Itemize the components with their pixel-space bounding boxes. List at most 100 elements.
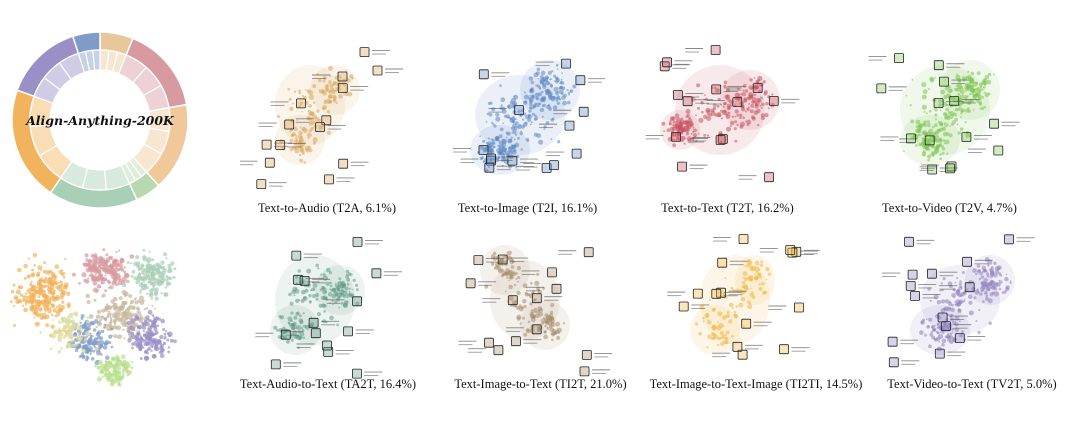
overview-point	[127, 320, 131, 325]
scatter-point	[543, 128, 546, 131]
scatter-point	[964, 298, 966, 301]
scatter-point	[981, 265, 986, 270]
scatter-point	[980, 289, 984, 293]
scatter-point	[942, 139, 946, 142]
annotation-box	[785, 245, 796, 255]
annotation-box	[876, 83, 887, 94]
scatter-point	[690, 132, 693, 135]
scatter-point	[484, 284, 489, 289]
scatter-point	[706, 346, 709, 349]
overview-point	[68, 328, 72, 332]
scatter-point	[508, 295, 514, 301]
overview-point	[139, 357, 143, 360]
scatter-point	[557, 331, 560, 334]
overview-point	[166, 283, 169, 287]
annotation-box	[677, 161, 687, 172]
overview-point	[43, 299, 47, 303]
scatter-point	[975, 272, 978, 276]
scatter-point	[704, 312, 710, 318]
scatter-point	[563, 93, 567, 98]
overview-point	[98, 343, 103, 349]
scatter-point	[744, 264, 747, 267]
scatter-point	[688, 120, 693, 126]
overview-point	[150, 349, 153, 352]
scatter-point	[755, 79, 760, 84]
overview-point	[30, 298, 35, 302]
scatter-point	[959, 116, 962, 119]
overview-point	[151, 319, 157, 325]
scatter-point	[928, 317, 933, 322]
overview-point	[163, 332, 167, 336]
overview-point	[122, 359, 127, 364]
overview-point	[57, 320, 62, 324]
scatter-point	[287, 87, 290, 91]
overview-point	[139, 300, 145, 305]
overview-point	[105, 342, 108, 346]
scatter-point	[928, 344, 932, 349]
scatter-point	[523, 94, 529, 100]
scatter-point	[529, 312, 534, 317]
scatter-point	[957, 308, 960, 311]
scatter-point	[306, 132, 312, 138]
scatter-point	[335, 101, 338, 105]
scatter-point	[302, 128, 308, 134]
annotation-box	[275, 140, 286, 150]
scatter-point	[993, 273, 998, 278]
scatter-point	[511, 149, 517, 155]
scatter-point	[668, 122, 671, 125]
scatter-point	[972, 85, 975, 88]
scatter-point	[742, 84, 747, 88]
scatter-point	[320, 88, 325, 94]
scatter-point	[748, 102, 751, 105]
scatter-point	[751, 100, 755, 104]
scatter-point	[756, 97, 761, 102]
overview-point	[19, 293, 23, 297]
overview-point	[123, 270, 127, 274]
scatter-point	[528, 76, 533, 81]
overview-point	[67, 333, 73, 339]
scatter-point	[516, 266, 521, 271]
scatter-point	[301, 149, 304, 153]
annotation-box	[264, 157, 275, 168]
annotation-box	[993, 145, 1004, 156]
scatter-point	[293, 294, 296, 297]
scatter-point	[993, 73, 995, 76]
scatter-point	[493, 124, 497, 128]
overview-point	[114, 355, 120, 360]
annotation-box	[561, 58, 571, 69]
scatter-point	[485, 120, 488, 123]
caption-t2v: Text-to-Video (T2V, 4.7%)	[882, 201, 1017, 215]
overview-point	[149, 288, 154, 293]
overview-point	[157, 339, 162, 344]
scatter-point	[925, 112, 928, 115]
scatter-point	[749, 292, 755, 297]
scatter-point	[977, 291, 980, 294]
overview-point	[158, 279, 162, 284]
overview-point	[38, 287, 42, 291]
scatter-point	[697, 106, 700, 110]
overview-point	[166, 332, 170, 335]
scatter-point	[976, 94, 980, 98]
overview-point	[169, 338, 174, 343]
overview-point	[115, 250, 118, 253]
overview-point	[61, 319, 65, 324]
overview-point	[167, 350, 171, 354]
scatter-point	[916, 140, 919, 142]
scatter-point	[976, 269, 981, 274]
overview-point	[91, 322, 95, 325]
annotation-box	[343, 326, 353, 337]
scatter-point	[959, 127, 964, 131]
scatter-point	[543, 330, 547, 334]
scatter-point	[505, 150, 511, 156]
scatter-point	[489, 101, 493, 105]
scatter-point	[289, 301, 294, 306]
overview-point	[70, 339, 74, 343]
scatter-point	[943, 95, 948, 100]
overview-point	[133, 298, 137, 301]
scatter-point	[964, 77, 968, 80]
overview-point	[103, 323, 107, 327]
scatter-point	[727, 98, 731, 102]
overview-point	[123, 337, 126, 340]
overview-point	[113, 378, 118, 384]
overview-point	[93, 345, 96, 348]
